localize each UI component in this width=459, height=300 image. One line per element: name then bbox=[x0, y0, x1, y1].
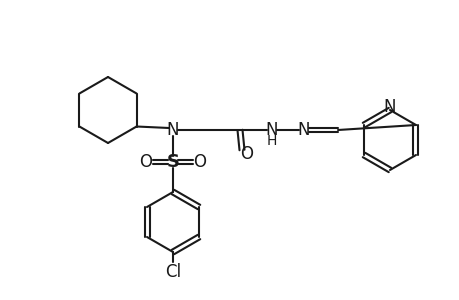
Text: O: O bbox=[193, 153, 206, 171]
Text: Cl: Cl bbox=[165, 263, 181, 281]
Text: N: N bbox=[265, 121, 278, 139]
Text: O: O bbox=[240, 145, 253, 163]
Text: S: S bbox=[166, 153, 179, 171]
Text: N: N bbox=[383, 98, 395, 116]
Text: H: H bbox=[266, 134, 277, 148]
Text: O: O bbox=[139, 153, 152, 171]
Text: N: N bbox=[297, 121, 309, 139]
Text: N: N bbox=[166, 121, 179, 139]
